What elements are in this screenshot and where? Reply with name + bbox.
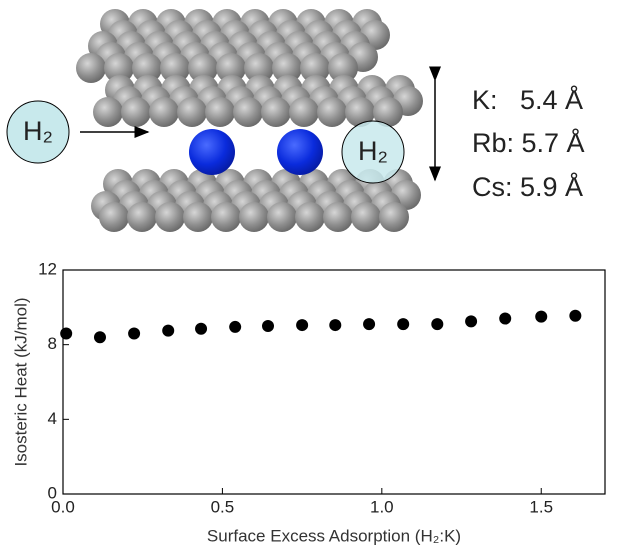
carbon-atom xyxy=(99,202,129,232)
carbon-atom xyxy=(244,53,274,83)
h2-label: H₂ xyxy=(23,116,53,146)
carbon-atom xyxy=(127,202,157,232)
data-point xyxy=(60,327,73,340)
carbon-atom xyxy=(295,202,325,232)
data-point xyxy=(499,312,512,325)
carbon-atom xyxy=(216,53,246,83)
potassium-atom xyxy=(189,129,235,175)
carbon-atom xyxy=(328,53,358,83)
spacing: Cs: 5.9 Å xyxy=(472,171,583,202)
carbon-atom xyxy=(211,202,241,232)
carbon-atom xyxy=(351,202,381,232)
carbon-atom xyxy=(149,97,179,127)
data-point xyxy=(229,320,242,333)
data-point xyxy=(195,322,208,335)
y-tick-label: 0 xyxy=(48,483,57,502)
data-point xyxy=(329,319,342,332)
plot-frame xyxy=(62,269,606,495)
potassium-atom xyxy=(277,129,323,175)
spacing: K: 5.4 Å xyxy=(472,84,583,115)
carbon-atom xyxy=(155,202,185,232)
carbon-atom xyxy=(289,97,319,127)
x-tick-label: 1.5 xyxy=(529,497,553,516)
carbon-atom xyxy=(239,202,269,232)
h2-molecule xyxy=(6,100,70,164)
data-point xyxy=(93,331,106,344)
x-tick-label: 0.0 xyxy=(51,497,75,516)
x-tick-label: 1.0 xyxy=(370,497,394,516)
data-point xyxy=(262,320,275,332)
carbon-atom xyxy=(132,53,162,83)
y-tick-label: 12 xyxy=(38,259,57,278)
carbon-atom xyxy=(183,202,213,232)
carbon-atom xyxy=(379,202,409,232)
carbon-atom xyxy=(177,97,207,127)
data-point xyxy=(296,319,309,332)
carbon-atom xyxy=(188,53,218,83)
carbon-atom xyxy=(300,53,330,83)
carbon-atom xyxy=(205,97,235,127)
data-point xyxy=(465,315,478,328)
y-tick-label: 8 xyxy=(48,334,57,353)
x-axis-label: Surface Excess Adsorption (H₂:K) xyxy=(207,526,461,545)
spacing: Rb: 5.7 Å xyxy=(472,127,585,158)
carbon-atom xyxy=(373,97,403,127)
data-point xyxy=(363,318,376,331)
carbon-atom xyxy=(261,97,291,127)
data-point xyxy=(535,310,548,323)
data-point xyxy=(569,309,582,322)
graphite-layers xyxy=(76,9,423,232)
h2-molecule xyxy=(341,120,405,184)
data-point xyxy=(431,318,444,331)
data-point xyxy=(128,327,141,340)
y-axis-label: Isosteric Heat (kJ/mol) xyxy=(11,297,30,466)
data-point xyxy=(397,318,410,331)
carbon-atom xyxy=(272,53,302,83)
x-tick-label: 0.5 xyxy=(211,497,235,516)
carbon-atom xyxy=(345,97,375,127)
carbon-atom xyxy=(267,202,297,232)
carbon-atom xyxy=(233,97,263,127)
h2-label: H₂ xyxy=(358,136,388,166)
carbon-atom xyxy=(121,97,151,127)
carbon-atom xyxy=(160,53,190,83)
carbon-atom xyxy=(104,53,134,83)
data-point xyxy=(162,324,175,337)
carbon-atom xyxy=(76,53,106,83)
y-tick-label: 4 xyxy=(48,409,57,428)
carbon-atom xyxy=(93,97,123,127)
carbon-atom xyxy=(317,97,347,127)
carbon-atom xyxy=(323,202,353,232)
